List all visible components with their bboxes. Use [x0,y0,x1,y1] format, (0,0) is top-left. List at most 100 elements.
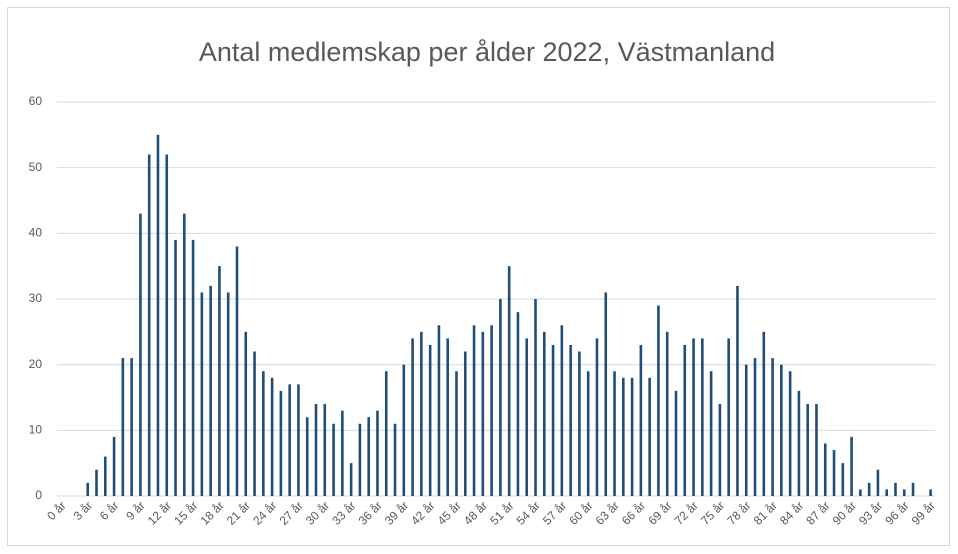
bar [630,377,634,496]
bar [121,358,125,496]
bar [481,331,485,496]
bar [762,331,766,496]
bar [130,358,133,496]
bar [639,344,643,496]
bar [771,358,774,496]
bar [393,423,397,496]
bar [683,344,687,496]
bar [542,331,546,496]
bar [692,338,695,496]
bar [156,134,160,497]
bar [446,338,450,496]
bar [876,469,880,496]
bar [674,390,678,496]
bar [270,377,274,496]
bar [797,390,801,496]
bar [648,377,651,496]
bar [894,482,897,496]
bar [622,377,625,496]
bar [604,292,608,496]
bar [806,404,809,496]
bar [112,436,116,496]
bar [253,351,256,496]
bar [437,325,441,496]
bar [165,154,169,497]
bar [463,351,467,496]
bar [384,371,388,496]
bar [490,325,493,496]
y-tick-label: 0 [35,488,42,502]
y-tick-label: 40 [29,226,43,240]
bar [507,266,511,496]
bar [139,213,142,496]
bar [297,384,300,496]
bar [95,469,98,496]
bar [191,239,195,496]
bar [288,384,291,496]
bar [279,390,283,496]
chart-title: Antal medlemskap per ålder 2022, Västman… [199,37,775,67]
bar [560,325,564,496]
bar [402,364,406,496]
bar [314,404,318,496]
bar [235,246,239,496]
bar [411,338,414,496]
bar [859,489,862,496]
bar [525,338,529,496]
bar [428,344,432,496]
bar [147,154,151,497]
bar [103,456,107,496]
bar [534,299,537,496]
bar [244,331,248,496]
bar [376,410,379,496]
bar [86,482,90,496]
bar [499,299,502,496]
bar [929,489,932,496]
bar [455,371,458,496]
bar [472,325,476,496]
bar [911,482,915,496]
bar [832,450,836,496]
y-tick-label: 20 [29,357,43,371]
bar [341,410,344,496]
y-tick-label: 60 [29,94,43,108]
bar [209,285,212,496]
bar [736,285,739,496]
y-tick-label: 30 [29,291,43,305]
bar [665,331,669,496]
y-tick-label: 50 [29,160,43,174]
bar [420,331,423,496]
bar [323,404,327,496]
bar [262,371,265,496]
bar [200,292,204,496]
bar [823,443,827,496]
bar [701,338,704,496]
bar [885,489,889,496]
bar [595,338,599,496]
bar [578,351,581,496]
bar [902,489,906,496]
bar [867,482,871,496]
bar [718,404,722,496]
bar [226,292,230,496]
bar [815,404,818,496]
bar [516,312,520,496]
bar [586,371,590,496]
bar [657,305,660,496]
bar [569,344,572,496]
bar [367,417,370,496]
bar [332,423,335,496]
y-tick-label: 10 [29,423,43,437]
bar [174,239,177,496]
bar [850,436,853,496]
bar [613,371,616,496]
bar [305,417,309,496]
bar [358,423,362,496]
bar [780,364,783,496]
bar [727,338,730,496]
bar [551,344,555,496]
bar [744,364,748,496]
chart-frame [7,7,950,546]
